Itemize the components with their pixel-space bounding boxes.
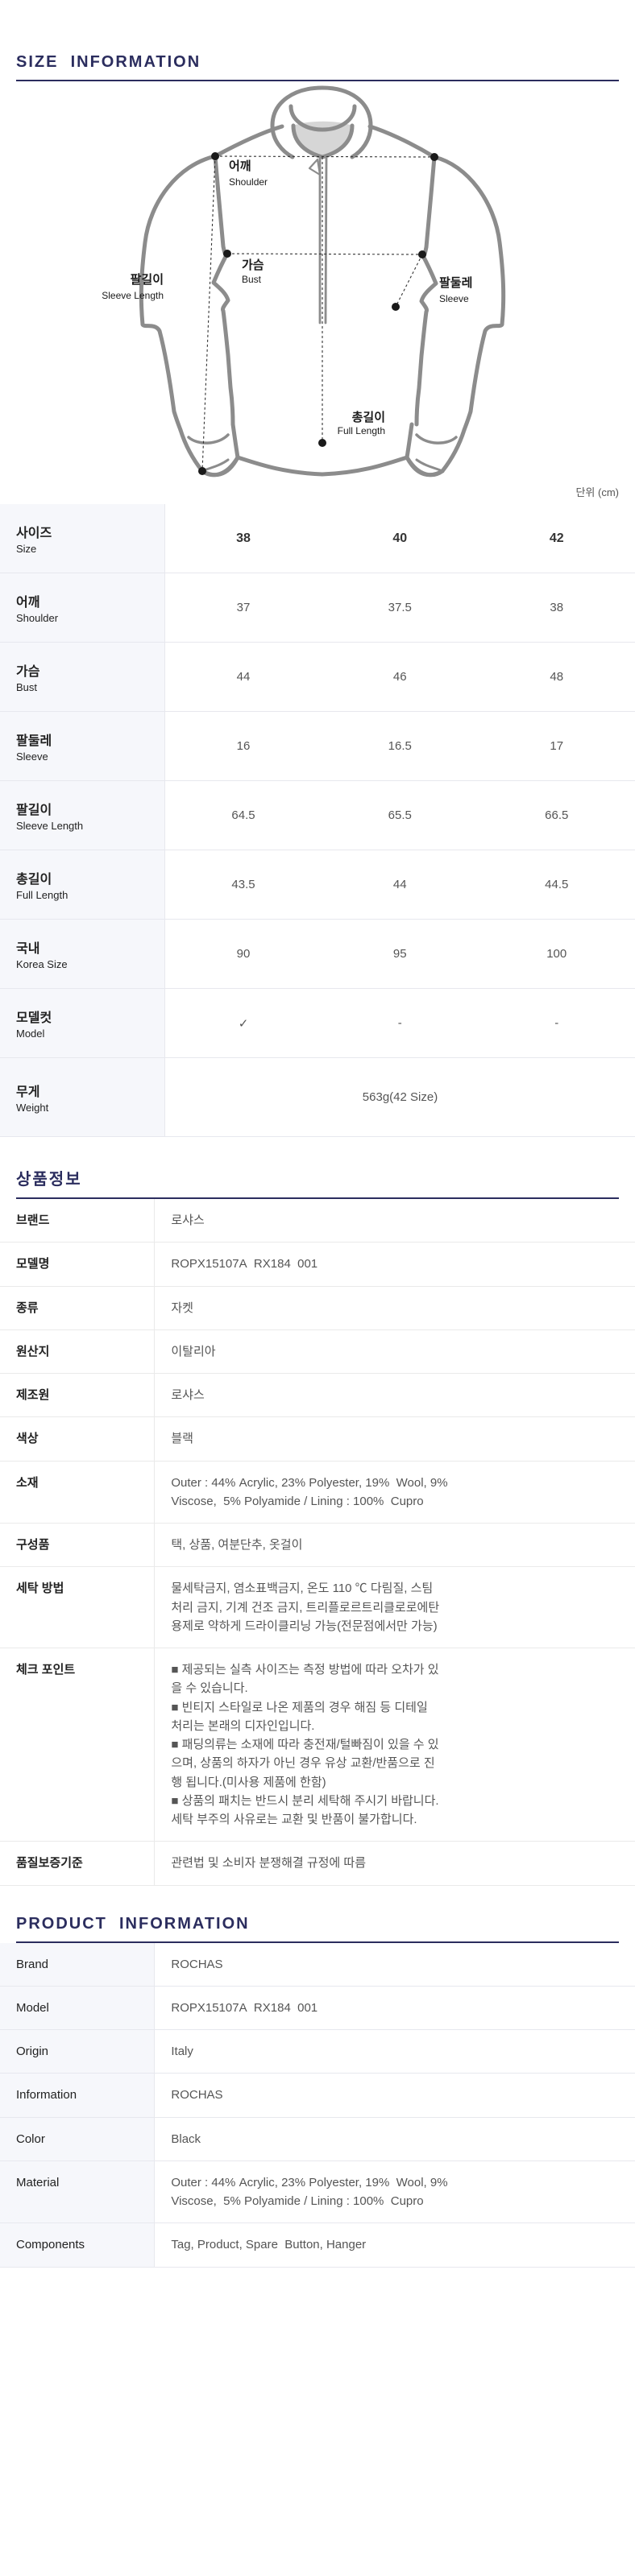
svg-text:어깨: 어깨 bbox=[229, 159, 251, 173]
svg-text:가슴: 가슴 bbox=[242, 258, 264, 272]
svg-text:Sleeve Length: Sleeve Length bbox=[102, 290, 164, 301]
svg-text:Shoulder: Shoulder bbox=[229, 176, 268, 188]
svg-text:Bust: Bust bbox=[242, 274, 262, 285]
svg-text:Sleeve: Sleeve bbox=[439, 293, 469, 304]
svg-text:Full Length: Full Length bbox=[338, 425, 385, 436]
svg-text:팔둘레: 팔둘레 bbox=[439, 275, 472, 290]
svg-text:총길이: 총길이 bbox=[352, 411, 385, 424]
svg-text:팔길이: 팔길이 bbox=[131, 272, 164, 287]
